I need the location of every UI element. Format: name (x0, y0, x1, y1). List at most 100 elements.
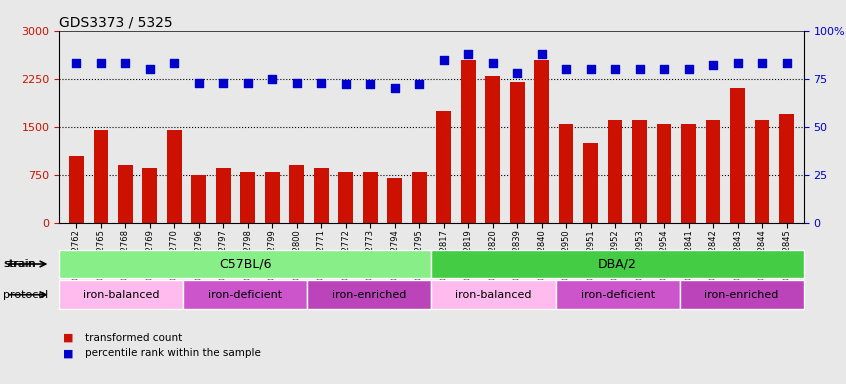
Text: strain: strain (3, 259, 35, 269)
Point (780, 60, 794, 66)
Bar (138, 31, 162, 223)
Point (168, 60, 181, 66)
Bar (314, 168, 328, 223)
Point (118, 60, 132, 66)
Text: iron-enriched: iron-enriched (332, 290, 407, 300)
Bar (235, 31, 260, 223)
Bar (554, 31, 579, 223)
Text: DBA/2: DBA/2 (598, 258, 637, 270)
Bar (387, 178, 402, 223)
Point (461, 51, 475, 57)
Point (192, 79, 206, 86)
Bar (162, 31, 187, 223)
Bar (431, 31, 456, 223)
Point (413, 81, 426, 88)
Bar (382, 31, 407, 223)
Bar (89, 31, 113, 223)
Point (608, 66, 622, 72)
Text: GDS3373 / 5325: GDS3373 / 5325 (59, 15, 173, 29)
Bar (142, 168, 157, 223)
Bar (284, 31, 309, 223)
Bar (510, 82, 525, 223)
Bar (187, 31, 211, 223)
Text: ■: ■ (63, 348, 74, 358)
Bar (730, 88, 745, 223)
Bar (656, 124, 672, 223)
Point (584, 66, 597, 72)
Point (535, 51, 548, 57)
Text: C57BL/6: C57BL/6 (219, 258, 272, 270)
Bar (118, 165, 133, 223)
Bar (309, 31, 333, 223)
Point (241, 79, 255, 86)
Bar (632, 120, 647, 223)
Point (143, 66, 157, 72)
Bar (681, 124, 696, 223)
Bar (676, 31, 700, 223)
Bar (333, 31, 358, 223)
Bar (486, 76, 500, 223)
Bar (530, 31, 554, 223)
Bar (583, 143, 598, 223)
Bar (64, 31, 89, 223)
Bar (461, 60, 475, 223)
Bar (505, 31, 530, 223)
Point (94, 60, 107, 66)
Bar (260, 31, 284, 223)
Point (339, 81, 353, 88)
Bar (289, 165, 304, 223)
Bar (265, 172, 280, 223)
Point (633, 66, 646, 72)
Bar (774, 31, 799, 223)
Bar (725, 31, 750, 223)
Text: iron-deficient: iron-deficient (208, 290, 283, 300)
Bar (481, 31, 505, 223)
Point (266, 76, 279, 82)
Text: protocol: protocol (3, 290, 48, 300)
Bar (94, 130, 108, 223)
Text: iron-deficient: iron-deficient (580, 290, 655, 300)
Point (755, 60, 769, 66)
Bar (437, 111, 451, 223)
Bar (607, 120, 623, 223)
Bar (191, 175, 206, 223)
Point (559, 66, 573, 72)
Bar (779, 114, 794, 223)
Text: iron-enriched: iron-enriched (705, 290, 779, 300)
Bar (706, 120, 721, 223)
Point (69, 60, 83, 66)
Bar (628, 31, 652, 223)
Point (290, 79, 304, 86)
Text: transformed count: transformed count (85, 333, 182, 343)
Text: iron-balanced: iron-balanced (455, 290, 532, 300)
Bar (69, 156, 84, 223)
Point (731, 60, 744, 66)
Bar (652, 31, 676, 223)
Point (510, 70, 524, 76)
Point (315, 79, 328, 86)
Bar (412, 172, 426, 223)
Bar (755, 120, 769, 223)
Point (657, 66, 671, 72)
Point (486, 60, 499, 66)
Point (217, 79, 230, 86)
Bar (535, 60, 549, 223)
Bar (167, 130, 182, 223)
Bar (113, 31, 138, 223)
Bar (338, 172, 353, 223)
Bar (750, 31, 774, 223)
Point (437, 56, 450, 63)
Bar (579, 31, 603, 223)
Bar (216, 168, 231, 223)
Bar (603, 31, 628, 223)
Bar (211, 31, 235, 223)
Bar (700, 31, 725, 223)
Point (388, 85, 402, 91)
Text: strain: strain (4, 259, 36, 269)
Bar (456, 31, 481, 223)
Text: percentile rank within the sample: percentile rank within the sample (85, 348, 261, 358)
Text: iron-balanced: iron-balanced (83, 290, 160, 300)
Bar (240, 172, 255, 223)
Point (682, 66, 695, 72)
Bar (358, 31, 382, 223)
